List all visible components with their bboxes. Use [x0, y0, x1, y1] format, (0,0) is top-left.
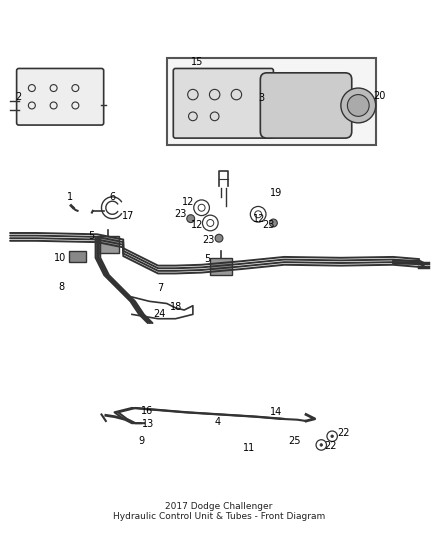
Circle shape — [320, 443, 322, 446]
Text: 1: 1 — [67, 192, 73, 202]
Circle shape — [347, 94, 369, 116]
Circle shape — [331, 435, 333, 438]
Text: 22: 22 — [337, 428, 350, 438]
FancyBboxPatch shape — [260, 73, 352, 138]
Circle shape — [187, 215, 194, 223]
Bar — [210, 258, 232, 275]
Circle shape — [341, 88, 376, 123]
Text: 15: 15 — [191, 57, 203, 67]
Text: 22: 22 — [324, 441, 337, 451]
Text: 16: 16 — [141, 406, 153, 416]
Text: 10: 10 — [53, 253, 66, 263]
Text: 23: 23 — [175, 209, 187, 219]
Text: 14: 14 — [270, 407, 283, 417]
Text: 12: 12 — [182, 197, 194, 207]
FancyBboxPatch shape — [17, 68, 104, 125]
Text: 5: 5 — [204, 254, 210, 264]
Bar — [97, 236, 119, 254]
Text: 23: 23 — [262, 220, 275, 230]
Text: 2017 Dodge Challenger
Hydraulic Control Unit & Tubes - Front Diagram: 2017 Dodge Challenger Hydraulic Control … — [113, 502, 325, 521]
Text: 23: 23 — [202, 235, 215, 245]
Bar — [167, 58, 376, 144]
Circle shape — [269, 219, 277, 227]
Text: 18: 18 — [170, 302, 183, 312]
Text: 12: 12 — [191, 220, 203, 230]
Text: 13: 13 — [141, 419, 154, 429]
Text: 17: 17 — [122, 212, 135, 221]
Text: 4: 4 — [215, 417, 221, 427]
Bar — [69, 251, 86, 262]
Text: 20: 20 — [374, 91, 386, 101]
Text: 19: 19 — [270, 188, 283, 198]
FancyBboxPatch shape — [173, 68, 273, 138]
Circle shape — [215, 235, 223, 242]
Text: 9: 9 — [138, 437, 145, 447]
Text: 11: 11 — [243, 443, 255, 454]
Text: 8: 8 — [58, 282, 64, 293]
Text: 2: 2 — [15, 92, 21, 102]
Text: 7: 7 — [157, 283, 163, 293]
Text: 24: 24 — [153, 309, 165, 319]
Text: 25: 25 — [289, 437, 301, 447]
Text: 6: 6 — [110, 192, 116, 202]
Text: 12: 12 — [253, 214, 265, 224]
Text: 5: 5 — [88, 231, 95, 241]
Text: 3: 3 — [258, 93, 264, 103]
